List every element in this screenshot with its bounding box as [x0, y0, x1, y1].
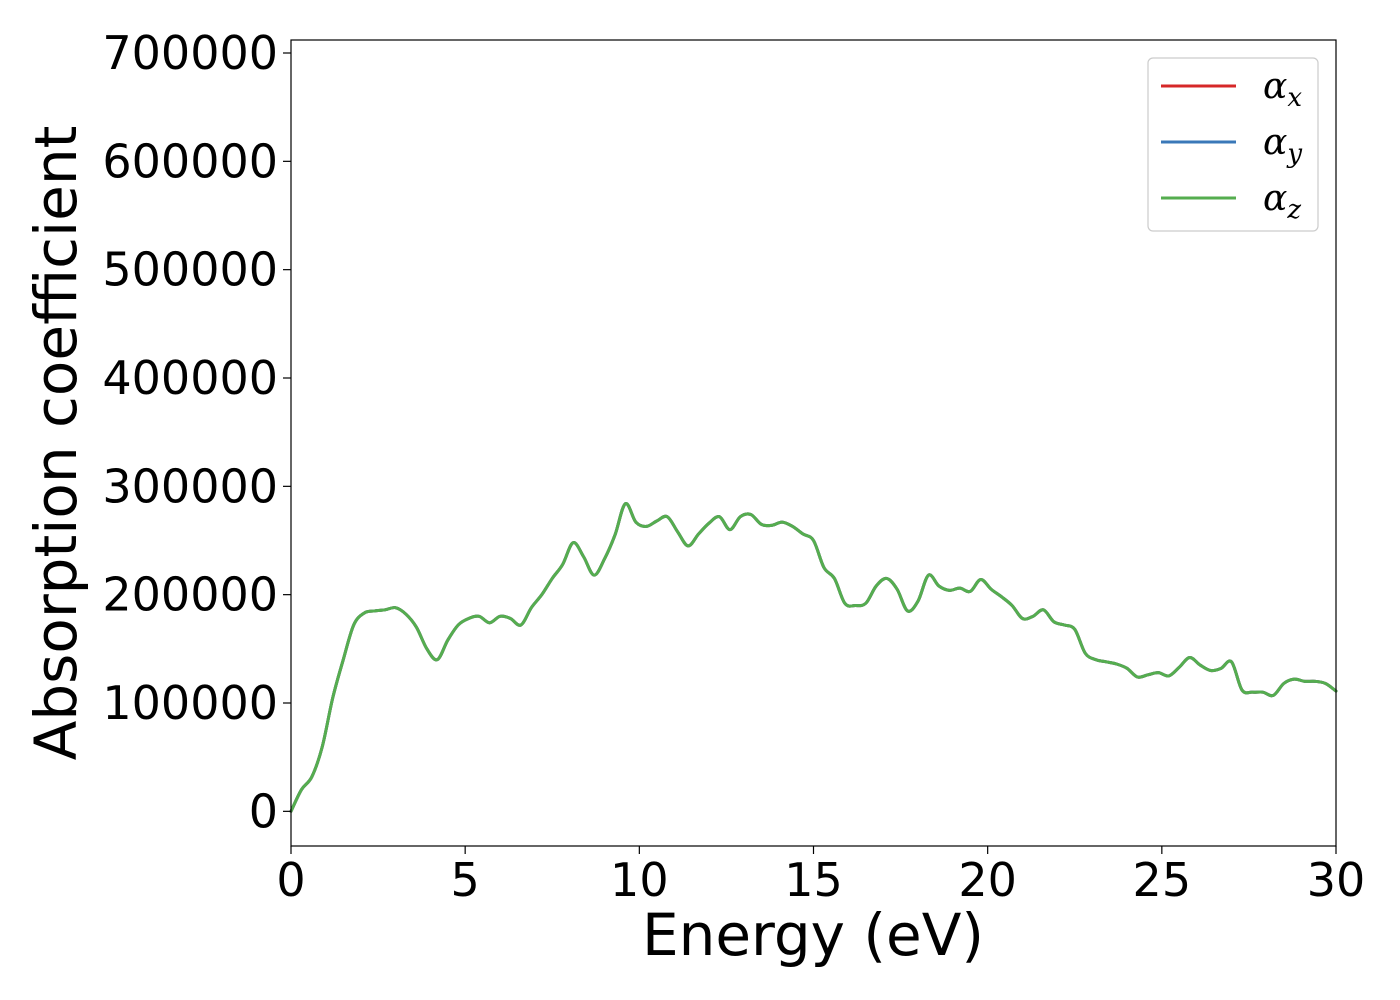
series-line-z: [289, 502, 1338, 813]
y-tick-label: 300000: [102, 459, 278, 513]
x-tick-label: 0: [276, 853, 305, 907]
x-axis-ticks: 0 5 10 15 20 25 30: [276, 846, 1365, 907]
x-tick-label: 10: [610, 853, 669, 907]
legend-label-z: αz: [1263, 178, 1301, 225]
x-tick-label: 30: [1307, 853, 1366, 907]
legend-label-x: αx: [1263, 66, 1302, 113]
y-tick-label: 0: [249, 784, 278, 838]
x-tick-label: 15: [784, 853, 843, 907]
x-tick-label: 20: [958, 853, 1017, 907]
x-axis-title: Energy (eV): [642, 901, 984, 969]
legend-label-subscript: x: [1287, 83, 1302, 113]
legend-label-subscript: z: [1286, 195, 1301, 225]
y-axis-title: Absorption coefficient: [22, 126, 90, 761]
y-tick-label: 100000: [102, 676, 278, 730]
y-tick-label: 400000: [102, 351, 278, 405]
legend-label-base: α: [1263, 66, 1287, 107]
x-tick-label: 25: [1133, 853, 1192, 907]
y-tick-label: 700000: [102, 26, 278, 80]
legend-label-base: α: [1263, 178, 1287, 219]
legend-label-base: α: [1263, 122, 1287, 163]
legend-box: [1147, 57, 1319, 232]
legend-label-subscript: y: [1286, 139, 1302, 169]
x-tick-label: 5: [451, 853, 480, 907]
y-tick-label: 500000: [102, 243, 278, 297]
y-tick-label: 200000: [102, 568, 278, 622]
y-axis-ticks: 0 100000 200000 300000 400000 500000 600000 700…: [102, 26, 291, 838]
y-tick-label: 600000: [102, 134, 278, 188]
series-layer: [289, 502, 1338, 813]
legend-label-y: αy: [1263, 122, 1302, 169]
